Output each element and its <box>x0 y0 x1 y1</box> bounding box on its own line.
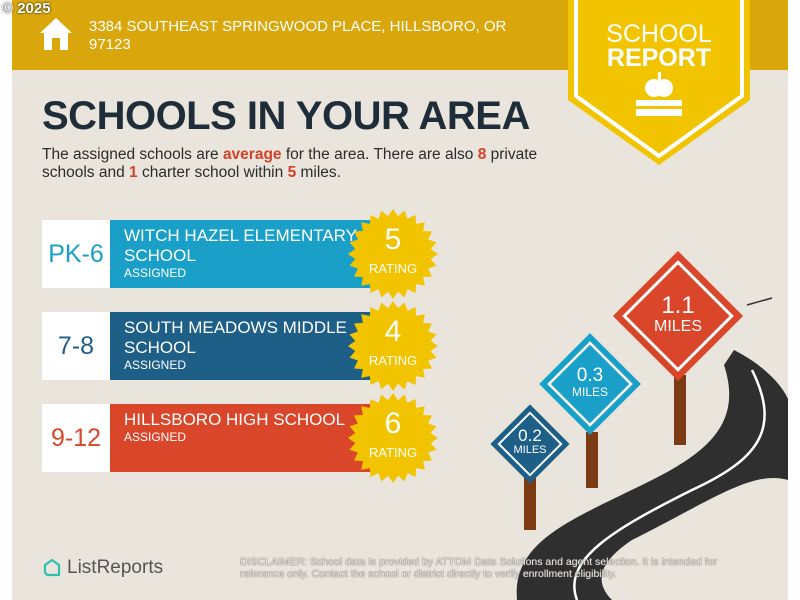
distance-value: 0.3 <box>576 365 604 386</box>
road-illustration <box>490 250 788 600</box>
summary-text: The assigned schools are average for the… <box>42 146 538 181</box>
badge-line-1: SCHOOL <box>606 20 712 48</box>
school-row-middle: 7-8 SOUTH MEADOWS MIDDLE SCHOOL ASSIGNED <box>42 312 372 380</box>
school-name: HILLSBORO HIGH SCHOOL <box>124 410 346 429</box>
school-row-elementary: PK-6 WITCH HAZEL ELEMENTARY SCHOOL ASSIGN… <box>42 220 372 288</box>
school-report: 3384 SOUTHEAST SPRINGWOOD PLACE, HILLSBO… <box>12 0 788 600</box>
road <box>516 350 788 600</box>
listreports-logo: ListReports <box>42 557 163 579</box>
school-name: SOUTH MEADOWS MIDDLE SCHOOL <box>124 318 347 357</box>
school-status: ASSIGNED <box>124 430 187 444</box>
school-name: WITCH HAZEL ELEMENTARY SCHOOL <box>124 226 357 265</box>
school-status: ASSIGNED <box>124 358 187 372</box>
rating-seal: 6 RATING <box>348 393 438 483</box>
property-address: 3384 SOUTHEAST SPRINGWOOD PLACE, HILLSBO… <box>89 18 507 53</box>
school-report-badge <box>568 0 750 165</box>
distance-value: 1.1 <box>661 292 695 319</box>
school-status: ASSIGNED <box>124 266 187 280</box>
house-icon <box>40 18 72 50</box>
distance-value: 0.2 <box>518 426 542 445</box>
grade-range: 9-12 <box>42 404 110 472</box>
starburst-icon <box>348 301 438 391</box>
rating-seal: 5 RATING <box>348 209 438 299</box>
school-row-high: 9-12 HILLSBORO HIGH SCHOOL ASSIGNED <box>42 404 372 472</box>
rating-seal: 4 RATING <box>348 301 438 391</box>
grade-range: 7-8 <box>42 312 110 380</box>
copyright: © 2025 <box>2 0 51 17</box>
disclaimer: DISCLAIMER: School data is provided by A… <box>240 556 718 580</box>
distance-sign-elementary <box>490 404 570 484</box>
apple-books-icon <box>636 72 682 116</box>
badge-line-2: REPORT <box>606 44 712 72</box>
starburst-icon <box>348 209 438 299</box>
grade-range: PK-6 <box>42 220 110 288</box>
distance-sign-high <box>612 250 744 382</box>
starburst-icon <box>348 393 438 483</box>
listreports-icon <box>43 558 61 577</box>
page-title: SCHOOLS IN YOUR AREA <box>42 94 530 138</box>
